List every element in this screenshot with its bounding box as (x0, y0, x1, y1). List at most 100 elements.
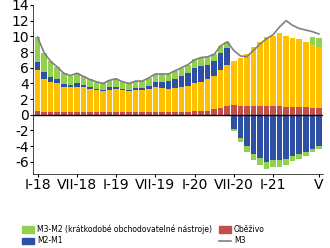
Bar (159, 74, 165, 82)
Bar (185, 112, 191, 115)
Bar (316, 38, 322, 47)
Bar (303, 42, 309, 107)
Bar (179, 87, 184, 112)
Bar (146, 112, 151, 115)
Bar (74, 112, 80, 115)
Bar (251, 154, 256, 160)
Bar (87, 79, 93, 87)
Bar (133, 88, 139, 91)
Bar (113, 112, 119, 115)
Bar (120, 89, 125, 91)
Bar (140, 91, 145, 112)
Bar (303, 115, 309, 152)
Bar (316, 47, 322, 108)
Bar (48, 62, 53, 77)
Bar (107, 87, 112, 90)
Bar (87, 89, 93, 112)
Bar (270, 115, 276, 160)
Bar (251, 47, 256, 106)
Bar (68, 112, 73, 115)
Bar (212, 54, 217, 62)
Bar (61, 73, 67, 84)
Bar (264, 37, 269, 106)
Bar (316, 115, 322, 146)
Bar (133, 91, 139, 112)
Bar (290, 115, 295, 155)
Bar (35, 37, 40, 62)
Bar (81, 87, 86, 112)
Bar (166, 74, 171, 81)
Bar (120, 82, 125, 89)
Bar (224, 42, 230, 48)
Bar (212, 62, 217, 76)
Bar (94, 82, 99, 89)
Bar (172, 71, 178, 79)
Bar (257, 106, 263, 115)
Bar (296, 154, 302, 159)
Bar (296, 39, 302, 107)
Bar (152, 112, 158, 115)
Bar (172, 79, 178, 88)
Bar (48, 77, 53, 82)
Bar (48, 82, 53, 112)
Bar (54, 67, 60, 79)
Bar (251, 115, 256, 154)
Bar (310, 108, 315, 115)
Bar (87, 112, 93, 115)
Bar (264, 162, 269, 169)
Bar (264, 115, 269, 162)
Bar (54, 83, 60, 112)
Bar (244, 146, 250, 152)
Bar (244, 115, 250, 146)
Bar (87, 87, 93, 89)
Bar (218, 108, 223, 115)
Bar (179, 68, 184, 76)
Bar (277, 160, 282, 167)
Bar (192, 59, 197, 68)
Bar (152, 82, 158, 87)
Bar (296, 115, 302, 154)
Bar (68, 87, 73, 112)
Bar (303, 152, 309, 155)
Bar (310, 37, 315, 45)
Bar (238, 58, 243, 106)
Bar (238, 106, 243, 115)
Bar (120, 112, 125, 115)
Bar (81, 112, 86, 115)
Bar (238, 115, 243, 138)
Bar (205, 79, 211, 111)
Bar (277, 33, 282, 106)
Bar (126, 83, 132, 90)
Bar (35, 62, 40, 70)
Bar (74, 87, 80, 112)
Bar (218, 70, 223, 108)
Bar (172, 112, 178, 115)
Bar (316, 146, 322, 149)
Bar (100, 90, 106, 91)
Bar (231, 129, 237, 131)
Bar (264, 106, 269, 115)
Bar (68, 85, 73, 87)
Bar (107, 90, 112, 112)
Bar (74, 83, 80, 87)
Bar (198, 111, 204, 115)
Bar (257, 115, 263, 158)
Bar (296, 107, 302, 115)
Bar (198, 66, 204, 82)
Bar (166, 81, 171, 89)
Bar (166, 112, 171, 115)
Bar (316, 108, 322, 115)
Bar (205, 57, 211, 64)
Bar (41, 79, 47, 112)
Bar (283, 35, 289, 107)
Bar (140, 112, 145, 115)
Bar (257, 158, 263, 165)
Bar (185, 73, 191, 86)
Bar (61, 112, 67, 115)
Bar (113, 87, 119, 89)
Bar (290, 38, 295, 107)
Bar (212, 76, 217, 109)
Bar (224, 48, 230, 65)
Bar (283, 115, 289, 159)
Bar (224, 65, 230, 106)
